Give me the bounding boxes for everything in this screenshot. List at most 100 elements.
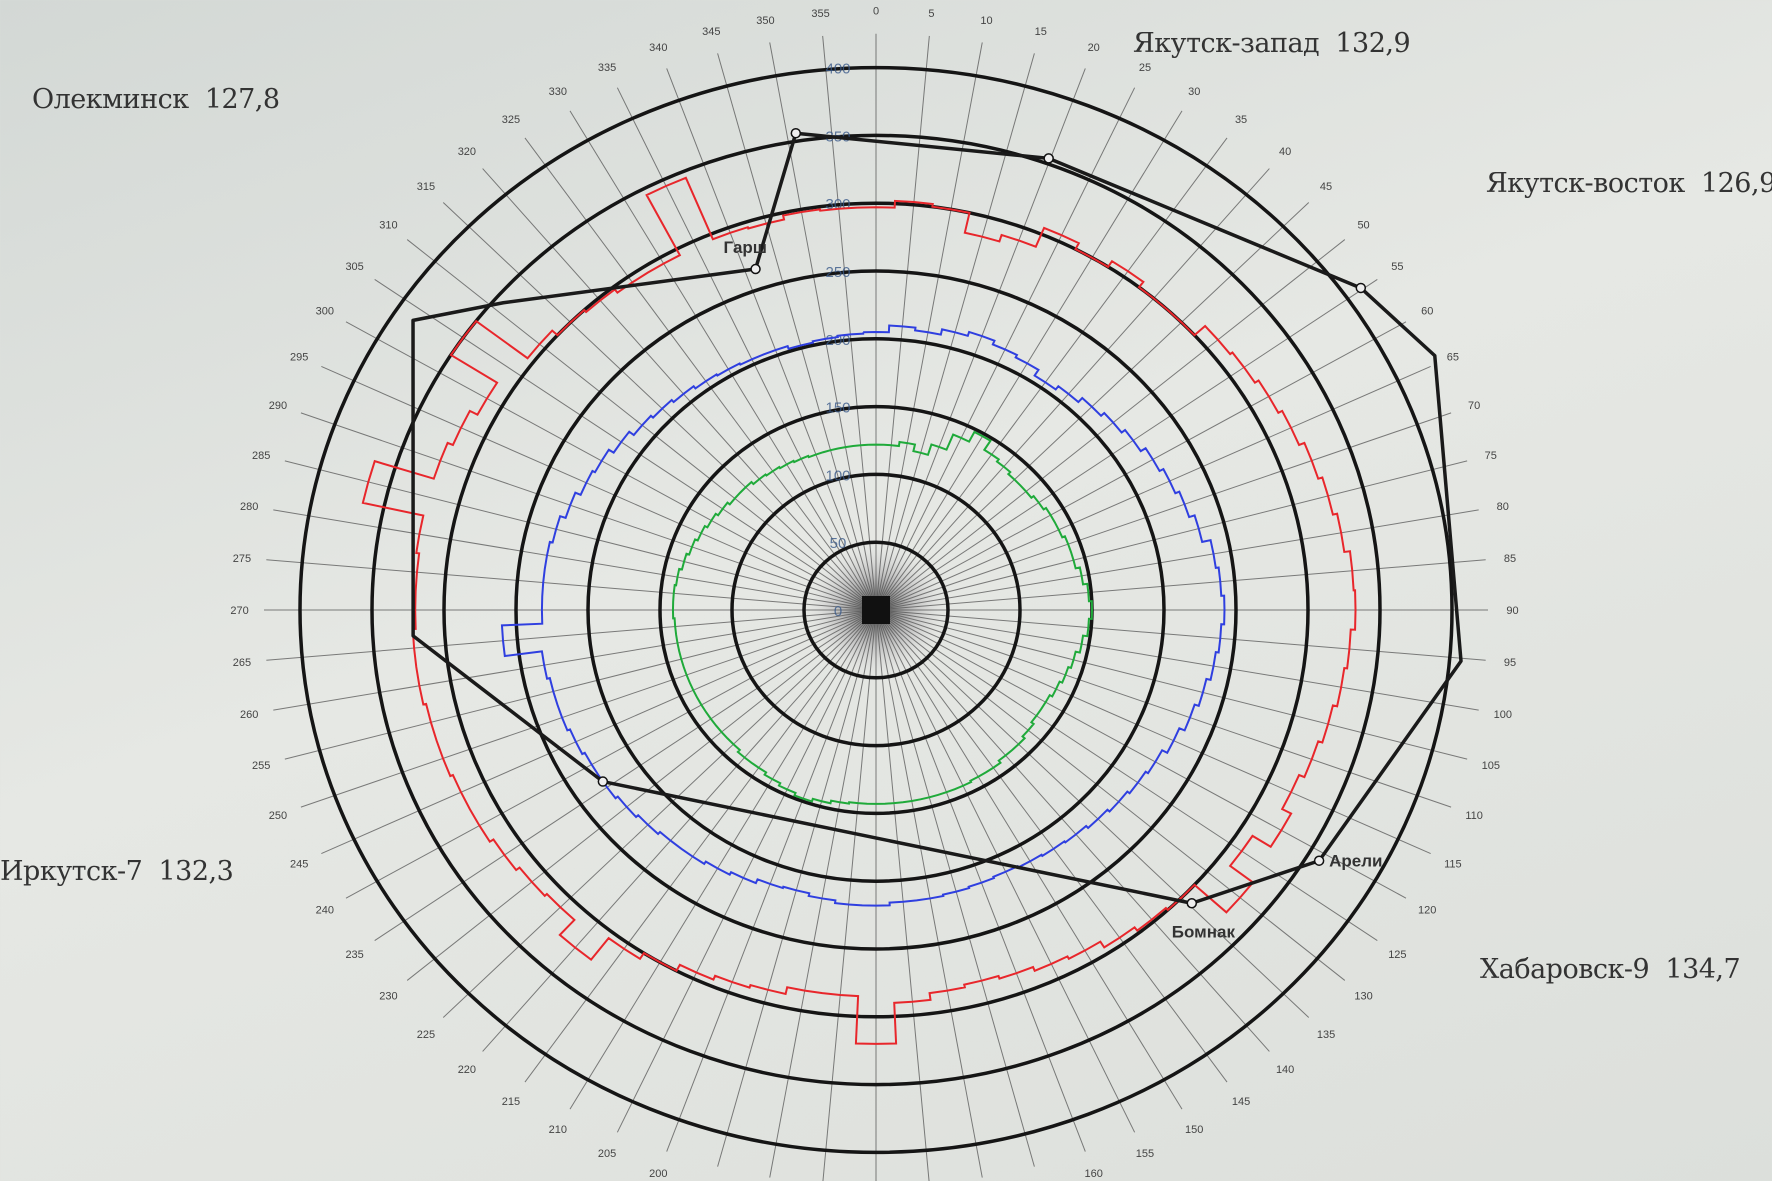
radial-gridline [876,35,930,600]
angle-tick-label: 85 [1504,553,1516,565]
angle-tick-label: 65 [1447,352,1459,364]
radial-gridline [569,619,871,1110]
angle-tick-label: 255 [252,760,270,772]
radial-gridline [884,239,1346,604]
radial-ring [298,65,1454,1155]
radial-gridline [886,613,1452,808]
angle-tick-label: 310 [379,220,397,232]
angle-tick-label: 230 [379,990,397,1002]
corner-label-yakutsk-west: Якутск-запад 132,9 [1133,28,1411,59]
series-line-red [361,176,1357,1045]
angle-tick-label: 5 [928,8,934,20]
angle-tick-label: 95 [1504,657,1516,669]
angle-tick-label: 315 [417,181,435,193]
radial-ring [802,540,950,680]
radial-gridline [887,610,1486,661]
radial-gridline [345,321,867,606]
station-name: Якутск-восток [1486,168,1685,199]
radial-ring [586,337,1166,883]
angle-tick-label: 200 [649,1168,667,1180]
radial-gridline [885,279,1378,605]
radial-gridline [442,202,869,603]
station-marker [597,776,609,787]
radial-gridline [442,617,869,1018]
angle-tick-label: 275 [233,553,251,565]
radial-gridline [885,615,1378,941]
angle-tick-label: 20 [1088,42,1100,54]
angle-tick-label: 25 [1139,62,1151,74]
angle-tick-label: 260 [240,709,258,721]
radial-gridline [374,615,867,941]
angle-tick-label: 235 [345,949,363,961]
station-name: Якутск-запад [1133,28,1320,59]
radial-gridline [887,611,1479,711]
radial-gridline [822,35,876,600]
radial-gridline [482,617,869,1052]
station-marker [1355,282,1367,294]
radial-gridline [883,168,1270,603]
center-square [862,596,890,624]
radial-gridline [524,137,870,602]
radial-gridline [300,613,866,808]
radial-gridline [524,618,870,1083]
angle-tick-label: 80 [1497,501,1509,513]
angle-tick-label: 15 [1035,26,1047,38]
angle-tick-label: 30 [1188,86,1200,98]
station-marker [1186,898,1198,909]
station-value: 132,9 [1335,28,1411,59]
station-value: 127,8 [204,84,280,115]
station-name: Хабаровск-9 [1480,954,1650,985]
radial-gridline [886,365,1431,606]
angle-tick-label: 120 [1418,905,1436,917]
series-line-blue [500,324,1226,907]
radial-gridline [884,616,1346,981]
angle-tick-label: 215 [502,1096,520,1108]
angle-tick-label: 300 [316,305,334,317]
angle-tick-label: 320 [458,146,476,158]
radial-gridline [284,612,865,760]
radial-gridline [266,610,865,661]
angle-tick-label: 100 [1494,709,1512,721]
angle-tick-label: 205 [598,1148,616,1160]
corner-label-yakutsk-east: Якутск-восток 126,9 [1486,168,1772,199]
radial-gridline [887,509,1479,609]
angle-tick-label: 70 [1468,400,1480,412]
angle-tick-label: 330 [549,86,567,98]
station-marker [1043,153,1054,164]
angle-tick-label: 130 [1354,990,1372,1002]
radial-gridline [321,614,866,855]
angle-tick-label: 225 [417,1029,435,1041]
angle-tick-label: 110 [1465,810,1483,822]
radial-gridline [887,612,1468,760]
station-value: 132,3 [158,856,234,887]
radial-tick-label: 250 [825,264,850,281]
angle-tick-label: 325 [502,114,520,126]
corner-label-irkutsk: Иркутск-7 132,3 [0,856,234,887]
angle-tick-label: 35 [1235,114,1247,126]
angle-tick-label: 90 [1506,605,1518,617]
radial-gridline [345,614,867,899]
radial-gridline [300,412,866,607]
series-line-green [671,430,1094,805]
station-name: Иркутск-7 [0,856,143,887]
radial-gridline [482,168,869,603]
radial-ring [514,269,1238,951]
radial-tick-label: 400 [825,61,850,78]
station-marker [1313,855,1325,866]
angle-tick-label: 290 [269,400,287,412]
radial-gridline [882,618,1228,1083]
angle-tick-label: 60 [1421,305,1433,317]
station-marker [750,263,761,275]
radial-gridline [616,619,872,1133]
radial-tick-label: 50 [830,535,847,552]
radial-gridline [886,412,1452,607]
angle-tick-label: 250 [269,810,287,822]
radial-gridline [877,42,983,600]
radial-gridline [284,460,865,608]
angle-tick-label: 295 [290,352,308,364]
radial-gridline [616,87,872,601]
angle-tick-label: 140 [1276,1064,1294,1076]
radial-gridline [883,617,1310,1018]
angle-tick-label: 125 [1388,949,1406,961]
angle-tick-label: 115 [1444,858,1462,870]
